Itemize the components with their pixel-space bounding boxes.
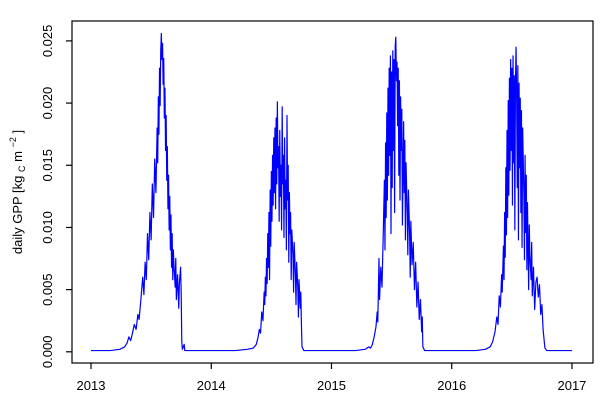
y-axis: 0.000 0.005 0.010 0.015 0.020 0.025 xyxy=(40,25,72,368)
gpp-series-line xyxy=(91,32,572,352)
y-tick-label-0.000: 0.000 xyxy=(40,336,55,369)
y-axis-label-suffix: ] xyxy=(10,130,25,134)
x-tick-label-2014: 2014 xyxy=(197,378,226,393)
y-tick-label-0.005: 0.005 xyxy=(40,273,55,306)
x-tick-label-2017: 2017 xyxy=(557,378,586,393)
y-tick-label-0.010: 0.010 xyxy=(40,211,55,244)
x-tick-label-2015: 2015 xyxy=(317,378,346,393)
series-group xyxy=(91,32,572,352)
y-tick-label-0.025: 0.025 xyxy=(40,25,55,58)
plot-frame xyxy=(71,20,594,364)
x-axis: 2013 2014 2015 2016 2017 xyxy=(77,363,586,393)
y-axis-label-superscript: −2 xyxy=(8,137,18,147)
y-tick-label-0.015: 0.015 xyxy=(40,149,55,182)
y-tick-label-0.020: 0.020 xyxy=(40,87,55,120)
y-axis-label: daily GPP [kg C m −2 ] xyxy=(4,130,28,254)
x-tick-label-2016: 2016 xyxy=(437,378,466,393)
y-axis-label-mid: m xyxy=(10,151,25,162)
y-axis-label-subscript: C xyxy=(17,165,27,172)
x-tick-label-2013: 2013 xyxy=(77,378,106,393)
y-axis-label-prefix: daily GPP [kg xyxy=(10,176,25,255)
